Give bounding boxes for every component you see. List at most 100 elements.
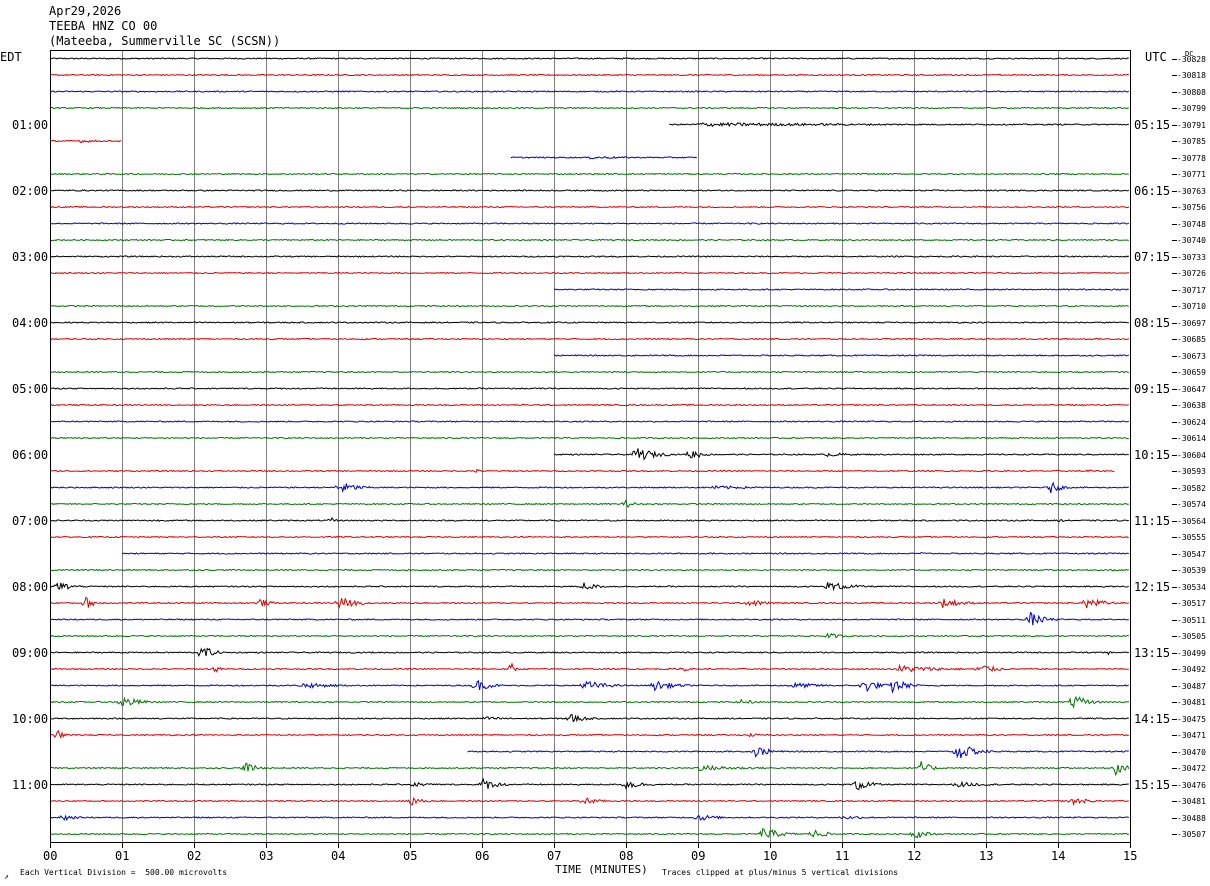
dc-offset-label: -30818 xyxy=(1177,71,1206,80)
dc-offset-label: -30507 xyxy=(1177,830,1206,839)
seismic-trace-33 xyxy=(49,596,1130,610)
plot-grid xyxy=(50,51,1177,848)
right-time-label: 09:15 xyxy=(1134,381,1171,396)
station-location: (Mateeba, Summerville SC (SCSN)) xyxy=(49,34,281,48)
dc-offset-label: -30624 xyxy=(1177,417,1206,427)
dc-offset-label: -30471 xyxy=(1177,731,1206,740)
right-time-label: 07:15 xyxy=(1134,249,1171,264)
seismic-trace-2 xyxy=(49,90,1130,93)
seismic-trace-34 xyxy=(49,611,1129,626)
dc-offset-label: -30470 xyxy=(1177,747,1206,757)
seismic-trace-0 xyxy=(49,57,1129,60)
x-tick-label: 05 xyxy=(403,849,418,863)
seismic-trace-31 xyxy=(49,568,1130,572)
dc-offset-label: -30505 xyxy=(1177,632,1206,641)
seismic-trace-22 xyxy=(50,420,1130,423)
clip-note: Traces clipped at plus/minus 5 vertical … xyxy=(662,868,899,877)
left-time-label: 03:00 xyxy=(12,249,49,264)
dc-offset-label: -30785 xyxy=(1177,137,1206,146)
seismic-trace-44 xyxy=(49,777,1129,791)
x-tick-label: 00 xyxy=(43,849,58,863)
seismic-trace-38 xyxy=(49,679,1129,694)
dc-offset-label: -30647 xyxy=(1177,384,1206,394)
left-time-label: 06:00 xyxy=(12,447,49,462)
dc-offset-label: -30778 xyxy=(1177,153,1206,163)
seismic-trace-30 xyxy=(122,551,1129,555)
seismic-trace-37 xyxy=(49,662,1129,673)
seismic-trace-8 xyxy=(49,189,1130,192)
seismic-trace-42 xyxy=(467,746,1129,759)
x-tick-label: 01 xyxy=(115,849,130,863)
dc-offset-label: -30488 xyxy=(1177,813,1206,823)
seismic-trace-17 xyxy=(49,337,1130,341)
seismic-trace-32 xyxy=(49,582,1129,592)
seismic-trace-4 xyxy=(668,121,1129,128)
x-axis-label: TIME (MINUTES) xyxy=(555,863,648,876)
dc-offset-label: -30791 xyxy=(1177,120,1206,130)
right-time-label: 14:15 xyxy=(1134,711,1171,726)
x-tick-label: 09 xyxy=(691,849,706,863)
seismic-trace-45 xyxy=(49,797,1129,807)
dc-offset-label: -30771 xyxy=(1177,170,1206,179)
left-time-label: 02:00 xyxy=(12,183,49,198)
seismic-trace-16 xyxy=(49,321,1129,324)
dc-column-header: DC xyxy=(1185,50,1194,58)
seismic-trace-12 xyxy=(49,255,1130,258)
seismic-trace-28 xyxy=(49,517,1129,523)
right-time-label: 06:15 xyxy=(1134,183,1171,198)
dc-offset-label: -30726 xyxy=(1177,269,1206,278)
x-tick-label: 13 xyxy=(979,849,994,863)
trace-lines xyxy=(49,57,1130,839)
dc-offset-label: -30673 xyxy=(1177,351,1206,361)
chart-date: Apr29,2026 xyxy=(49,4,122,18)
dc-offset-label: -30475 xyxy=(1177,714,1206,724)
dc-offset-label: -30748 xyxy=(1177,219,1206,229)
left-time-label: 08:00 xyxy=(12,579,49,594)
seismic-trace-5 xyxy=(49,139,122,144)
right-time-label: 10:15 xyxy=(1134,447,1171,462)
dc-offset-label: -30472 xyxy=(1177,764,1206,773)
dc-offset-label: -30638 xyxy=(1177,401,1206,410)
seismic-trace-24 xyxy=(553,448,1129,461)
seismic-trace-1 xyxy=(50,73,1129,77)
seismic-trace-26 xyxy=(49,481,1129,494)
dc-offset-label: -30717 xyxy=(1177,285,1206,295)
dc-offset-label: -30763 xyxy=(1177,186,1206,196)
dc-offset-label: -30547 xyxy=(1177,549,1206,559)
dc-offset-label: -30604 xyxy=(1177,450,1206,460)
seismic-trace-27 xyxy=(49,498,1129,508)
dc-offset-label: -30740 xyxy=(1177,236,1206,245)
dc-offset-label: -30555 xyxy=(1177,533,1206,542)
seismic-trace-3 xyxy=(50,106,1129,110)
x-tick-label: 11 xyxy=(835,849,850,863)
dc-offset-label: -30614 xyxy=(1177,434,1206,443)
dc-offset-label: -30499 xyxy=(1177,648,1206,658)
left-time-label: 01:00 xyxy=(12,117,49,132)
seismic-trace-46 xyxy=(49,814,1129,822)
seismic-trace-36 xyxy=(49,647,1130,657)
left-time-label: 05:00 xyxy=(12,381,49,396)
seismic-trace-6 xyxy=(510,155,698,160)
dc-offset-label: -30534 xyxy=(1177,582,1206,592)
left-time-label: 09:00 xyxy=(12,645,49,660)
x-tick-label: 06 xyxy=(475,849,490,863)
left-time-label: 10:00 xyxy=(12,711,49,726)
right-time-label: 05:15 xyxy=(1134,117,1171,132)
dc-offset-label: -30799 xyxy=(1177,104,1206,113)
x-tick-label: 08 xyxy=(619,849,634,863)
seismic-trace-35 xyxy=(49,632,1129,639)
dc-offset-label: -30697 xyxy=(1177,318,1206,328)
seismic-trace-19 xyxy=(49,370,1129,374)
seismic-trace-20 xyxy=(49,387,1129,390)
right-time-label: 12:15 xyxy=(1134,579,1171,594)
dc-offset-label: -30828 xyxy=(1177,54,1206,64)
seismic-trace-11 xyxy=(49,238,1129,242)
dc-offset-label: -30756 xyxy=(1177,203,1206,212)
left-time-label: 04:00 xyxy=(12,315,49,330)
dc-offset-label: -30659 xyxy=(1177,368,1206,377)
seismic-trace-29 xyxy=(49,535,1129,539)
dc-offset-label: -30517 xyxy=(1177,599,1206,608)
seismic-trace-14 xyxy=(553,288,1129,291)
seismic-trace-41 xyxy=(49,730,1129,739)
